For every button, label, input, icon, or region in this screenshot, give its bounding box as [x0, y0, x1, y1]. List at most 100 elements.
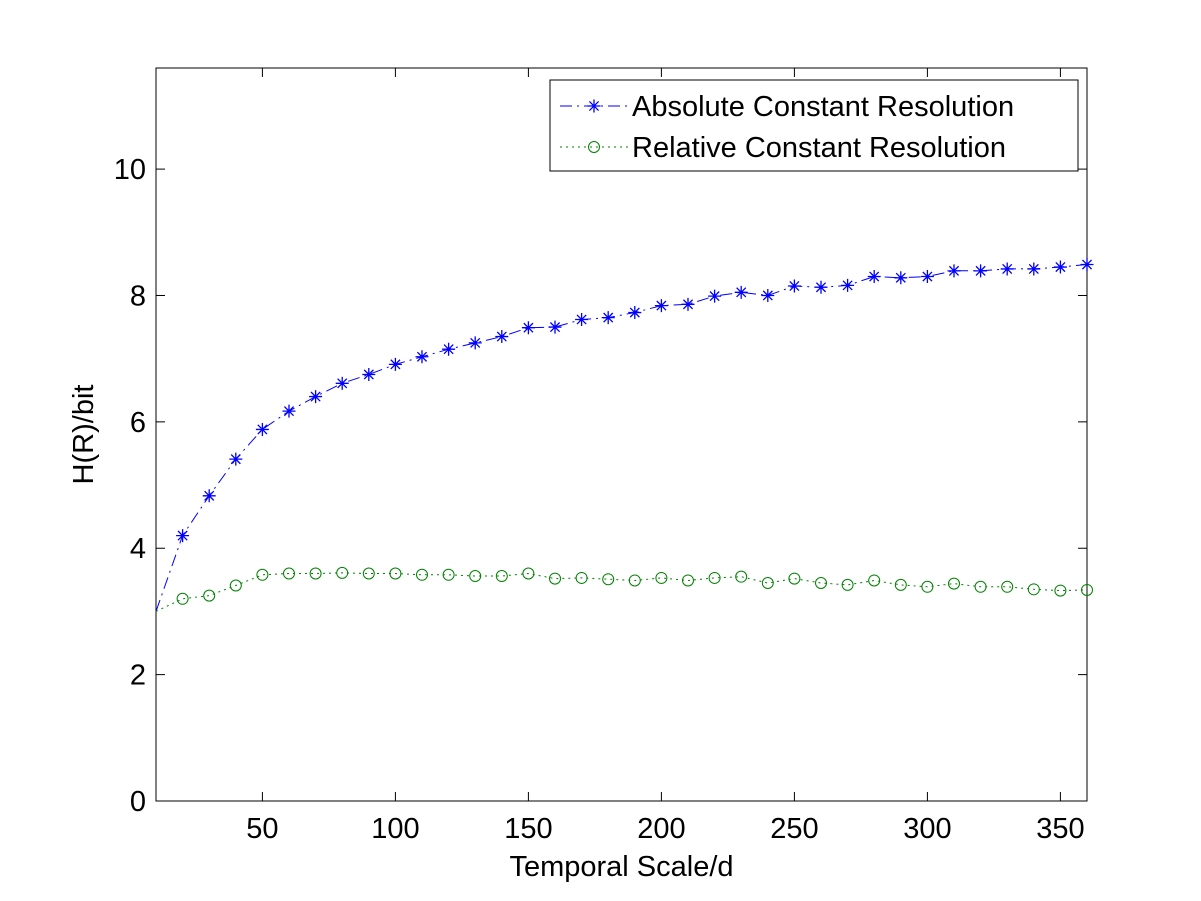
- data-point: [176, 529, 190, 543]
- data-point: [336, 566, 349, 579]
- y-tick-label: 8: [130, 280, 146, 312]
- data-point: [894, 271, 908, 285]
- data-point: [229, 579, 242, 592]
- data-point: [468, 336, 482, 350]
- data-point: [601, 311, 615, 325]
- data-point: [521, 321, 535, 335]
- data-point: [255, 422, 269, 436]
- data-point: [283, 567, 295, 580]
- data-point: [575, 312, 589, 326]
- data-point: [602, 573, 615, 586]
- series-line: [155, 264, 1088, 612]
- x-tick-label: 350: [1036, 813, 1084, 845]
- data-point: [974, 264, 988, 278]
- x-tick-label: 100: [371, 813, 419, 845]
- data-point: [654, 299, 668, 313]
- data-point: [309, 390, 323, 404]
- data-point: [548, 320, 562, 334]
- data-point: [229, 452, 243, 466]
- series-2: [155, 566, 1093, 612]
- data-point: [628, 574, 641, 587]
- data-point: [814, 280, 828, 294]
- data-point: [1080, 258, 1094, 272]
- data-point: [921, 580, 934, 593]
- data-point: [735, 570, 748, 583]
- data-point: [1027, 583, 1040, 596]
- x-tick-label: 250: [770, 813, 818, 845]
- data-point: [787, 279, 801, 293]
- y-tick-label: 6: [130, 407, 146, 439]
- y-axis-label: H(R)/bit: [68, 385, 100, 485]
- data-point: [761, 288, 775, 302]
- legend: Absolute Constant Resolution Relative Con…: [549, 79, 1079, 172]
- data-point: [362, 567, 375, 580]
- data-point: [708, 571, 721, 584]
- x-axis-label: Temporal Scale/d: [509, 851, 733, 883]
- data-point: [682, 574, 694, 587]
- x-tick-label: 200: [637, 813, 685, 845]
- y-tick-label: 2: [130, 660, 146, 692]
- data-point: [469, 570, 482, 583]
- legend-label: Absolute Constant Resolution: [632, 91, 1014, 123]
- x-tick-label: 300: [903, 813, 951, 845]
- data-point: [1000, 262, 1014, 276]
- legend-swatch-marker: [588, 141, 600, 153]
- data-point: [362, 367, 376, 381]
- legend-label: Relative Constant Resolution: [632, 132, 1006, 164]
- y-tick-label: 4: [130, 533, 146, 565]
- plot-area: [155, 67, 1088, 802]
- data-point: [948, 577, 960, 590]
- data-point: [549, 572, 561, 585]
- data-point: [309, 567, 322, 580]
- data-point: [256, 568, 269, 581]
- data-point: [1001, 580, 1014, 593]
- x-tick-label: 50: [246, 813, 278, 845]
- data-point: [655, 571, 668, 584]
- data-point: [894, 578, 907, 591]
- data-point: [442, 342, 456, 356]
- data-point: [495, 330, 509, 344]
- legend-box: [549, 79, 1079, 172]
- data-point: [415, 350, 429, 364]
- data-point: [841, 578, 854, 591]
- data-point: [282, 404, 296, 418]
- data-point: [202, 489, 216, 503]
- data-point: [867, 270, 881, 284]
- data-point: [788, 572, 801, 585]
- data-point: [734, 285, 748, 299]
- data-point: [416, 568, 428, 581]
- data-point: [681, 297, 695, 311]
- data-point: [1054, 584, 1067, 597]
- data-point: [761, 576, 774, 589]
- data-point: [841, 278, 855, 292]
- data-point: [920, 270, 934, 284]
- data-point: [575, 571, 588, 584]
- legend-marker: [588, 141, 600, 153]
- y-tick-label: 0: [130, 786, 146, 818]
- data-point: [1081, 583, 1093, 596]
- data-point: [1053, 260, 1067, 274]
- data-point: [868, 574, 881, 587]
- data-point: [176, 592, 189, 605]
- data-point: [974, 580, 987, 593]
- legend-marker: [587, 99, 601, 113]
- series-1: [155, 258, 1094, 612]
- data-point: [522, 567, 535, 580]
- data-point: [203, 589, 216, 602]
- data-point: [495, 570, 508, 583]
- series-line: [155, 572, 1088, 612]
- data-point: [947, 264, 961, 278]
- data-point: [1027, 262, 1041, 276]
- data-point: [628, 306, 642, 320]
- series-layer: [155, 258, 1094, 612]
- data-point: [708, 289, 722, 303]
- data-point: [389, 567, 402, 580]
- data-point: [815, 576, 827, 589]
- y-tick-label: 10: [114, 154, 146, 186]
- x-tick-label: 150: [504, 813, 552, 845]
- data-point: [335, 376, 349, 390]
- data-point: [442, 568, 455, 581]
- axis-ticks: 50 100 150 200 250 300 350 0 2 4 6 8 10: [114, 68, 1087, 845]
- data-point: [388, 357, 402, 371]
